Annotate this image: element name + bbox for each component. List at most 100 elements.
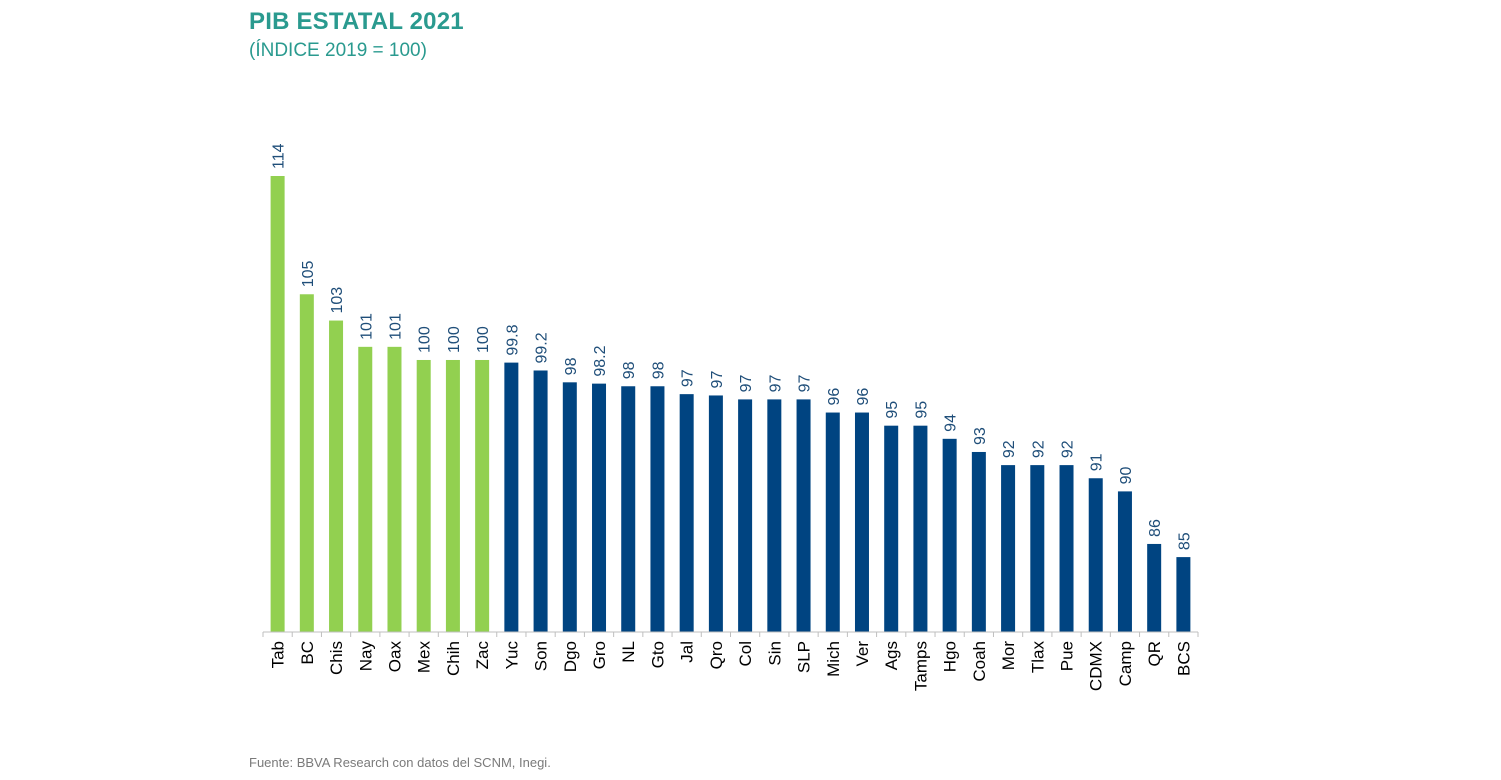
x-tick-label-mex: Mex	[415, 641, 434, 674]
value-label-tamps: 95	[913, 401, 930, 419]
x-tick-label-jal: Jal	[678, 641, 697, 663]
x-tick-label-son: Son	[532, 641, 551, 671]
bar-nay	[358, 346, 373, 632]
value-label-mich: 96	[826, 388, 843, 406]
value-label-gro: 98.2	[592, 345, 609, 376]
bar-tab	[270, 176, 285, 632]
x-tick-label-mor: Mor	[999, 641, 1018, 671]
x-tick-label-chih: Chih	[444, 641, 463, 676]
x-tick-label-gro: Gro	[590, 641, 609, 669]
value-label-ver: 96	[855, 388, 872, 406]
x-tick-label-sin: Sin	[765, 641, 784, 666]
bar-chis	[329, 320, 344, 632]
value-label-qro: 97	[709, 371, 726, 389]
value-label-dgo: 98	[563, 357, 580, 375]
x-tick-label-nay: Nay	[356, 641, 375, 672]
value-label-ags: 95	[884, 401, 901, 419]
x-tick-label-tamps: Tamps	[911, 641, 930, 691]
x-tick-label-coah: Coah	[970, 641, 989, 682]
x-tick-label-oax: Oax	[385, 641, 404, 673]
x-tick-label-col: Col	[736, 641, 755, 667]
bar-col	[738, 399, 753, 632]
bar-mich	[825, 412, 840, 632]
value-label-zac: 100	[475, 326, 492, 353]
bar-coah	[971, 451, 986, 632]
bar-mex	[416, 359, 431, 632]
value-label-coah: 93	[972, 427, 989, 445]
value-label-tab: 114	[271, 143, 288, 169]
x-tick-label-ver: Ver	[853, 641, 872, 667]
x-tick-label-qr: QR	[1145, 641, 1164, 667]
value-label-tlax: 92	[1030, 440, 1047, 458]
bar-son	[533, 370, 548, 632]
value-label-mex: 100	[417, 326, 434, 353]
value-label-qr: 86	[1147, 519, 1164, 537]
value-label-oax: 101	[387, 313, 404, 340]
value-label-pue: 92	[1060, 440, 1077, 458]
bar-hgo	[942, 438, 957, 632]
value-label-bc: 105	[300, 260, 317, 287]
bar-cdmx	[1088, 478, 1103, 632]
bar-bcs	[1176, 557, 1191, 632]
x-tick-label-mich: Mich	[824, 641, 843, 677]
bar-sin	[767, 399, 782, 632]
value-label-sin: 97	[767, 375, 784, 393]
value-label-nl: 98	[621, 361, 638, 379]
bar-tlax	[1030, 465, 1045, 632]
x-tick-label-tab: Tab	[269, 641, 288, 668]
bar-slp	[796, 399, 811, 632]
bar-tamps	[913, 425, 928, 632]
bar-jal	[679, 394, 694, 632]
value-label-yuc: 99.8	[504, 324, 521, 355]
x-tick-label-yuc: Yuc	[502, 641, 521, 670]
x-tick-label-gto: Gto	[648, 641, 667, 668]
x-tick-label-zac: Zac	[473, 641, 492, 670]
value-label-bcs: 85	[1176, 532, 1193, 550]
bar-chih	[445, 359, 460, 632]
bar-qr	[1147, 543, 1162, 632]
bar-pue	[1059, 465, 1074, 632]
x-tick-label-qro: Qro	[707, 641, 726, 669]
x-tick-label-pue: Pue	[1058, 641, 1077, 671]
x-tick-label-cdmx: CDMX	[1087, 641, 1106, 691]
bar-camp	[1117, 491, 1132, 632]
x-tick-label-ags: Ags	[882, 641, 901, 670]
bar-mor	[1001, 465, 1016, 632]
bar-nl	[621, 386, 636, 632]
x-tick-label-chis: Chis	[327, 641, 346, 675]
chart-subtitle: (ÍNDICE 2019 = 100)	[249, 40, 427, 61]
x-tick-label-bcs: BCS	[1174, 641, 1193, 676]
chart-title: PIB ESTATAL 2021	[249, 8, 464, 35]
x-tick-label-camp: Camp	[1116, 641, 1135, 686]
x-tick-label-dgo: Dgo	[561, 641, 580, 672]
value-label-cdmx: 91	[1089, 453, 1106, 471]
bar-yuc	[504, 362, 519, 632]
value-label-hgo: 94	[943, 414, 960, 432]
value-label-gto: 98	[650, 361, 667, 379]
x-tick-label-bc: BC	[298, 641, 317, 665]
value-label-son: 99.2	[534, 332, 551, 363]
bar-ver	[854, 412, 869, 632]
bar-qro	[708, 395, 723, 632]
bar-dgo	[562, 382, 577, 632]
value-label-chis: 103	[329, 287, 346, 314]
value-label-camp: 90	[1118, 466, 1135, 484]
value-label-chih: 100	[446, 326, 463, 353]
bar-gro	[592, 383, 607, 632]
x-tick-label-tlax: Tlax	[1028, 641, 1047, 674]
bar-bc	[299, 294, 314, 632]
x-tick-label-hgo: Hgo	[941, 641, 960, 672]
value-label-col: 97	[738, 375, 755, 393]
value-label-slp: 97	[797, 375, 814, 393]
bar-ags	[884, 425, 899, 632]
value-label-nay: 101	[358, 313, 375, 340]
value-label-jal: 97	[680, 369, 697, 387]
x-tick-label-nl: NL	[619, 641, 638, 663]
value-label-mor: 92	[1001, 440, 1018, 458]
x-tick-label-slp: SLP	[795, 641, 814, 673]
source-note: Fuente: BBVA Research con datos del SCNM…	[249, 755, 551, 770]
bar-gto	[650, 386, 665, 632]
bar-oax	[387, 346, 402, 632]
bar-zac	[475, 359, 490, 632]
